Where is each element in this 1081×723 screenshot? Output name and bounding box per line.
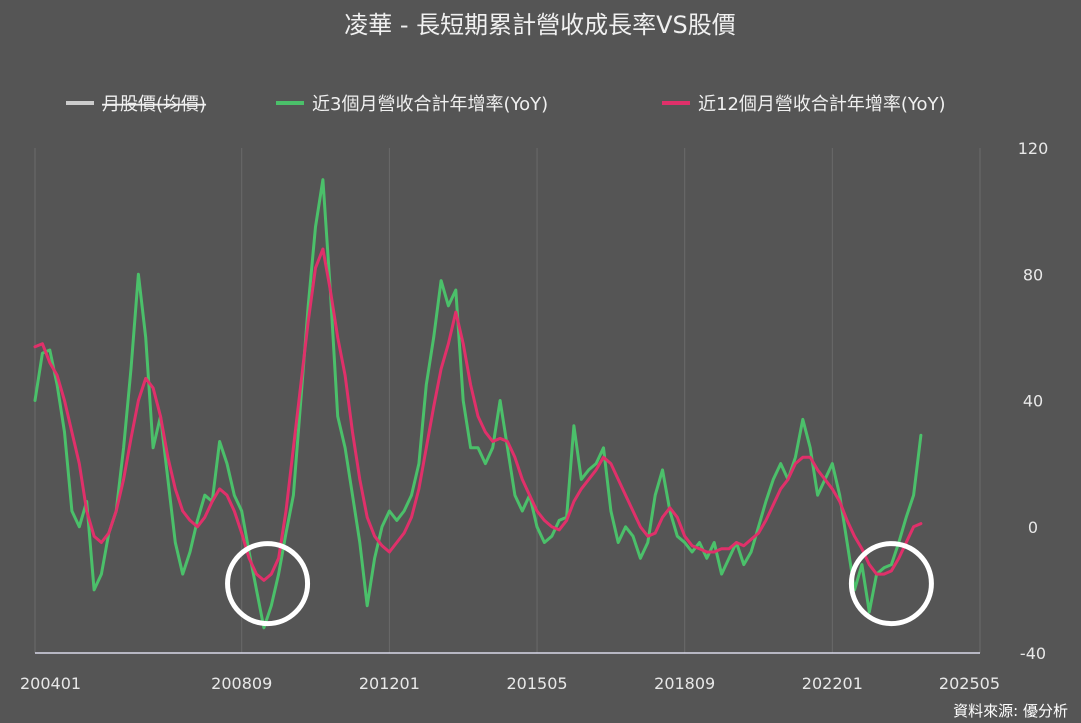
series-line-12m-yoy xyxy=(33,247,923,582)
source-note: 資料來源: 優分析 xyxy=(953,702,1068,720)
series-line-3m-yoy xyxy=(33,178,923,630)
x-tick-label: 200809 xyxy=(211,674,272,693)
x-tick-label: 202505 xyxy=(939,674,1000,693)
y-tick-label: 80 xyxy=(1023,265,1043,284)
legend: 月股價(均價) 近3個月營收合計年增率(YoY) 近12個月營收合計年增率(Yo… xyxy=(66,94,946,115)
y-tick-label: 0 xyxy=(1028,518,1038,537)
x-tick-label: 201505 xyxy=(506,674,567,693)
tick-labels: 200401 200809 201201 201505 201809 202201 2025… xyxy=(20,139,1048,693)
x-tick-label: 202201 xyxy=(802,674,863,693)
highlight-circle xyxy=(848,541,934,627)
legend-label-12m-yoy: 近12個月營收合計年增率(YoY) xyxy=(698,94,946,115)
highlight-circle xyxy=(225,541,311,627)
highlight-circles xyxy=(225,541,934,627)
legend-item-price[interactable]: 月股價(均價) xyxy=(66,94,206,115)
grid-lines xyxy=(34,148,981,653)
x-tick-label: 201201 xyxy=(359,674,420,693)
legend-item-12m-yoy[interactable]: 近12個月營收合計年增率(YoY) xyxy=(662,94,946,115)
chart-title: 凌華 - 長短期累計營收成長率VS股價 xyxy=(344,11,736,39)
legend-item-3m-yoy[interactable]: 近3個月營收合計年增率(YoY) xyxy=(276,94,548,115)
y-tick-label: 120 xyxy=(1018,139,1049,158)
x-tick-label: 201809 xyxy=(654,674,715,693)
legend-label-price: 月股價(均價) xyxy=(102,94,206,115)
legend-label-3m-yoy: 近3個月營收合計年增率(YoY) xyxy=(312,94,548,115)
y-tick-label: -40 xyxy=(1020,644,1046,663)
y-tick-label: 40 xyxy=(1023,392,1043,411)
x-tick-label: 200401 xyxy=(20,674,81,693)
series-lines xyxy=(33,178,923,630)
